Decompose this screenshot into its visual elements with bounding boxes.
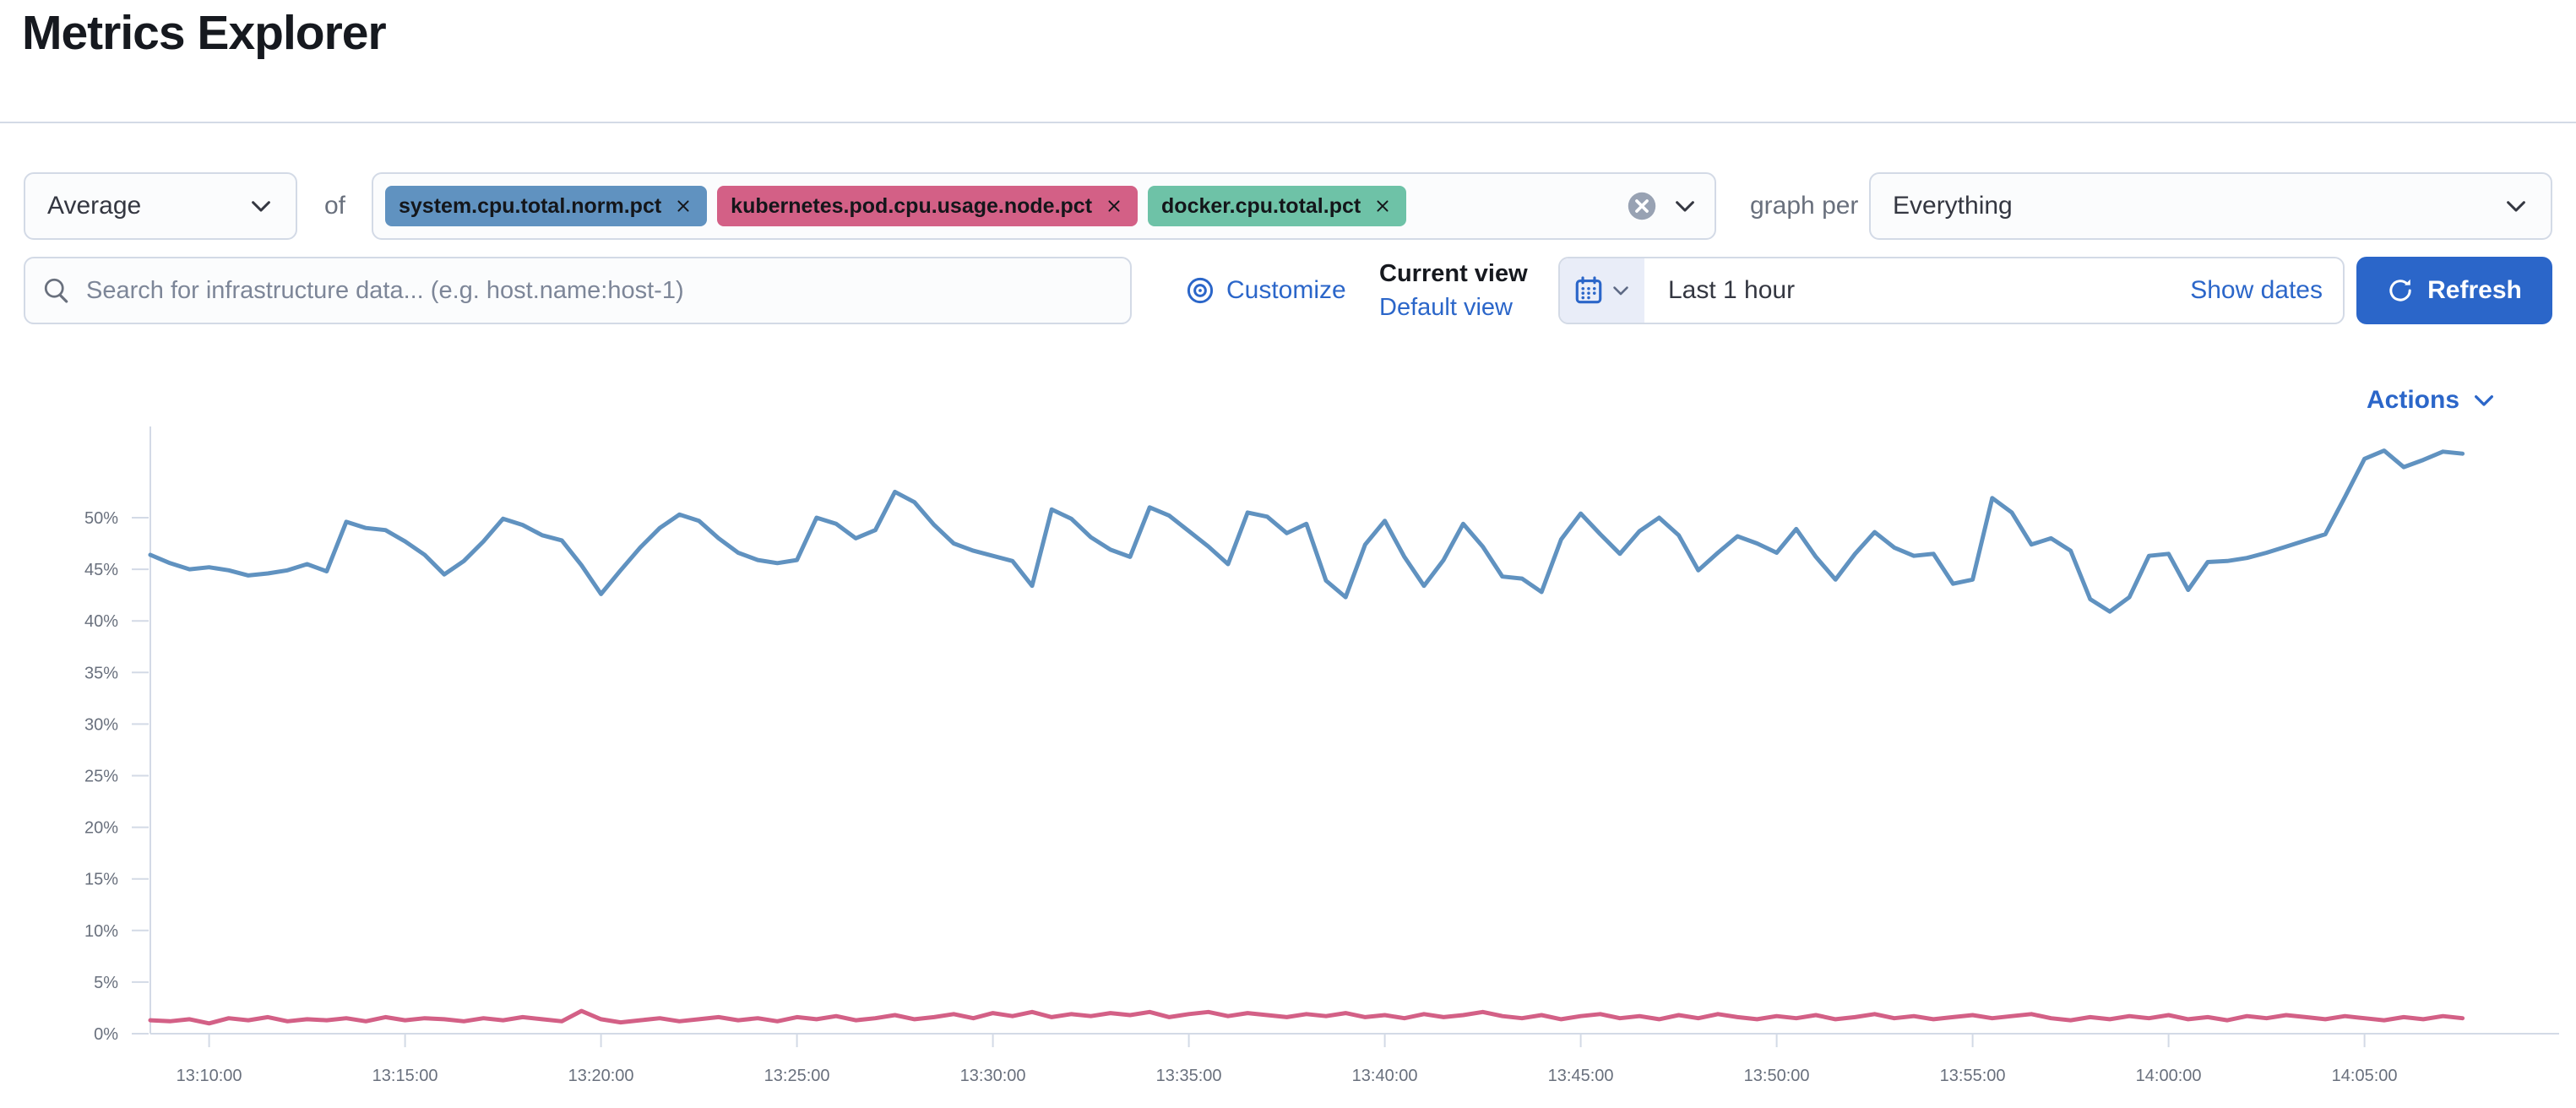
refresh-button[interactable]: Refresh	[2356, 257, 2552, 324]
remove-metric-icon[interactable]	[1104, 196, 1124, 216]
x-axis-label: 13:20:00	[568, 1067, 634, 1085]
y-axis-label: 40%	[84, 612, 118, 631]
series-line-system.cpu.total.norm.pct	[148, 448, 2465, 614]
search-field[interactable]	[24, 257, 1132, 324]
group-by-value: Everything	[1893, 192, 2013, 220]
y-axis-label: 10%	[84, 922, 118, 941]
y-axis-label: 20%	[84, 819, 118, 838]
current-view-label: Current view	[1379, 260, 1528, 287]
view-picker: Current view Default view	[1379, 255, 1528, 326]
aggregation-value: Average	[47, 192, 142, 220]
metric-pill-label: docker.cpu.total.pct	[1161, 193, 1361, 218]
y-axis-label: 45%	[84, 561, 118, 579]
y-axis-label: 50%	[84, 509, 118, 528]
group-by-select[interactable]: Everything	[1869, 172, 2552, 240]
remove-metric-icon[interactable]	[1372, 196, 1393, 216]
y-axis-label: 0%	[94, 1025, 118, 1044]
metric-pill[interactable]: kubernetes.pod.cpu.usage.node.pct	[717, 186, 1139, 226]
x-axis-label: 13:55:00	[1940, 1067, 2006, 1085]
metric-pill[interactable]: system.cpu.total.norm.pct	[385, 186, 708, 226]
refresh-label: Refresh	[2427, 276, 2522, 304]
metrics-combobox[interactable]: system.cpu.total.norm.pct kubernetes.pod…	[372, 172, 1716, 240]
x-axis-label: 14:05:00	[2332, 1067, 2398, 1085]
x-axis-label: 14:00:00	[2136, 1067, 2202, 1085]
time-range-picker: Last 1 hour Show dates	[1558, 257, 2345, 324]
time-range-value[interactable]: Last 1 hour	[1668, 276, 1796, 304]
x-axis-label: 13:30:00	[960, 1067, 1026, 1085]
quick-select-button[interactable]	[1560, 258, 1644, 323]
x-axis-label: 13:10:00	[177, 1067, 242, 1085]
x-axis-label: 13:45:00	[1548, 1067, 1614, 1085]
graph-per-label: graph per	[1750, 192, 1859, 220]
show-dates-link[interactable]: Show dates	[2190, 276, 2323, 304]
metric-pill[interactable]: docker.cpu.total.pct	[1148, 186, 1407, 226]
series-line-kubernetes.pod.cpu.usage.node.pct	[148, 1008, 2465, 1026]
x-axis-label: 13:15:00	[372, 1067, 438, 1085]
y-axis-label: 15%	[84, 871, 118, 889]
clear-selection-icon[interactable]	[1627, 191, 1657, 221]
page-title: Metrics Explorer	[22, 6, 387, 60]
x-axis-label: 13:50:00	[1744, 1067, 1810, 1085]
header-divider	[0, 122, 2576, 123]
combobox-controls	[1627, 174, 1698, 238]
calendar-icon	[1575, 276, 1602, 304]
metric-pill-label: kubernetes.pod.cpu.usage.node.pct	[731, 193, 1093, 218]
chevron-down-icon	[1613, 286, 1628, 296]
chevron-down-icon	[252, 201, 270, 212]
metrics-chart[interactable]: 0% 5% 10% 15% 20% 25% 30% 35% 40% 45% 50% 13:10:00 1…	[0, 363, 2576, 1108]
refresh-icon	[2389, 279, 2411, 301]
y-axis-label: 25%	[84, 768, 118, 786]
x-axis-label: 13:35:00	[1156, 1067, 1222, 1085]
chevron-down-icon[interactable]	[1672, 193, 1698, 219]
search-icon	[44, 278, 68, 303]
bullseye-icon	[1187, 277, 1214, 304]
chevron-down-icon	[2475, 395, 2493, 406]
x-axis-label: 13:40:00	[1352, 1067, 1418, 1085]
actions-button[interactable]: Actions	[2367, 382, 2497, 419]
chevron-down-icon	[2507, 201, 2525, 212]
y-axis-label: 5%	[94, 974, 118, 992]
default-view-link[interactable]: Default view	[1379, 294, 1513, 321]
metric-pill-list: system.cpu.total.norm.pct kubernetes.pod…	[385, 186, 1407, 226]
metric-pill-label: system.cpu.total.norm.pct	[399, 193, 662, 218]
y-axis-label: 30%	[84, 715, 118, 734]
x-axis-label: 13:25:00	[764, 1067, 830, 1085]
customize-label: Customize	[1226, 276, 1346, 304]
search-input[interactable]	[84, 275, 1113, 306]
aggregation-select[interactable]: Average	[24, 172, 297, 240]
y-axis-label: 35%	[84, 664, 118, 682]
actions-label: Actions	[2367, 386, 2460, 414]
customize-button[interactable]: Customize	[1186, 257, 1346, 324]
remove-metric-icon[interactable]	[673, 196, 693, 216]
of-label: of	[324, 192, 346, 220]
